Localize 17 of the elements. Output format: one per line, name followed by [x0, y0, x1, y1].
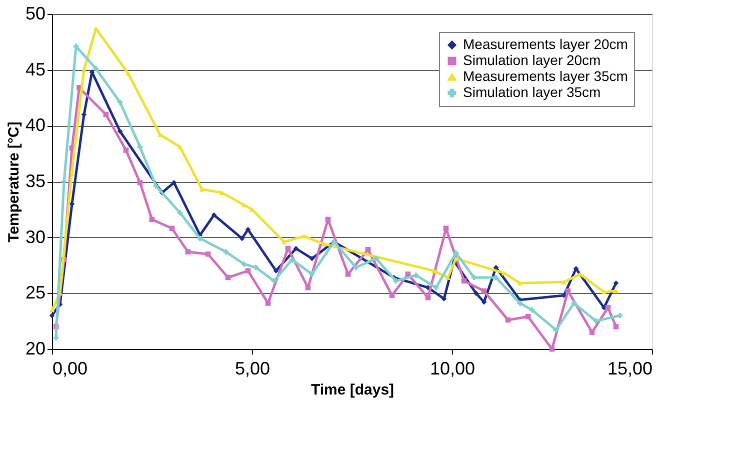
y-axis-title: Temperature [°C] — [5, 122, 22, 242]
x-tick-label: 10,00 — [430, 358, 476, 378]
y-tick-label: 30 — [25, 226, 46, 247]
legend-label: Measurements layer 20cm — [463, 36, 628, 52]
y-tick-label: 40 — [25, 115, 46, 136]
x-tick-label: 0,00 — [52, 358, 88, 378]
y-tick-label: 50 — [25, 4, 46, 24]
legend-label: Simulation layer 20cm — [463, 52, 601, 68]
y-tick-label: 35 — [25, 171, 46, 191]
x-tick-label: 15,00 — [607, 358, 652, 378]
x-axis-title: Time [days] — [310, 382, 394, 398]
legend-label: Simulation layer 35cm — [463, 84, 601, 100]
x-tick-label: 5,00 — [234, 358, 270, 378]
y-tick-label: 25 — [25, 282, 46, 303]
legend-label: Measurements layer 35cm — [463, 68, 628, 84]
y-tick-label: 45 — [25, 59, 46, 80]
y-tick-label: 20 — [25, 338, 46, 358]
